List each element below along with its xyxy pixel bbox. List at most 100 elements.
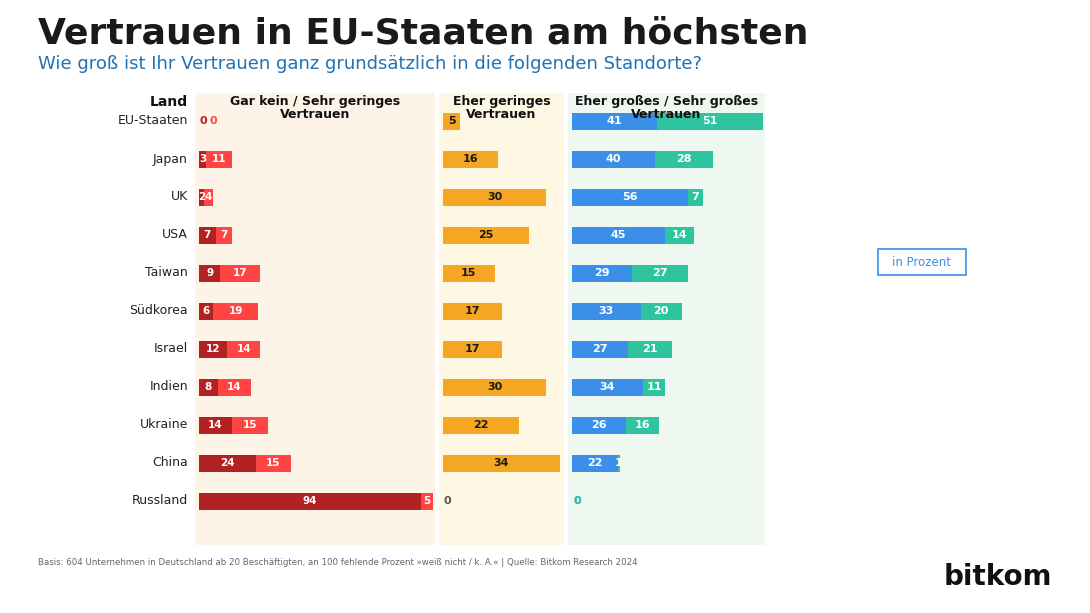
Bar (199, 378, 218, 395)
Bar (199, 189, 204, 205)
FancyBboxPatch shape (879, 249, 966, 275)
Text: Vertrauen in EU-Staaten am höchsten: Vertrauen in EU-Staaten am höchsten (38, 16, 809, 50)
Bar (256, 454, 291, 471)
Bar (572, 454, 618, 471)
Text: Vertrauen: Vertrauen (280, 108, 350, 121)
Text: Land: Land (150, 95, 187, 109)
Bar (655, 151, 713, 167)
Text: Vertrauen: Vertrauen (467, 108, 536, 121)
Text: 34: 34 (600, 382, 615, 392)
Text: Taiwan: Taiwan (145, 267, 187, 280)
Text: 7: 7 (220, 230, 228, 240)
Text: UK: UK (171, 191, 187, 204)
Bar (572, 378, 643, 395)
Text: 17: 17 (464, 344, 480, 354)
Text: 29: 29 (594, 268, 610, 278)
Text: Eher geringes: Eher geringes (452, 95, 550, 108)
Text: EU-Staaten: EU-Staaten (118, 115, 187, 128)
Text: 56: 56 (622, 192, 638, 202)
Bar (228, 340, 261, 357)
Text: 0: 0 (573, 496, 581, 506)
Bar (568, 93, 765, 545)
Text: 0: 0 (444, 496, 451, 506)
Text: 94: 94 (303, 496, 317, 506)
Text: Wie groß ist Ihr Vertrauen ganz grundsätzlich in die folgenden Standorte?: Wie groß ist Ihr Vertrauen ganz grundsät… (38, 55, 702, 73)
Bar (618, 454, 620, 471)
Text: 19: 19 (229, 306, 243, 316)
Text: 30: 30 (487, 192, 502, 202)
Text: 5: 5 (448, 116, 456, 126)
Text: 25: 25 (479, 230, 494, 240)
Text: 8: 8 (205, 382, 213, 392)
Bar (443, 264, 495, 281)
Bar (199, 416, 232, 433)
Bar (443, 416, 519, 433)
Bar (199, 454, 256, 471)
Text: 24: 24 (220, 458, 234, 468)
Bar (641, 302, 682, 319)
Text: Vertrauen: Vertrauen (631, 108, 702, 121)
Text: Ukraine: Ukraine (140, 419, 187, 432)
Text: 41: 41 (607, 116, 622, 126)
Bar (214, 302, 258, 319)
Bar (220, 264, 261, 281)
Text: 14: 14 (673, 230, 688, 240)
Text: 14: 14 (208, 420, 222, 430)
Text: 0: 0 (199, 116, 207, 126)
Bar (443, 113, 460, 129)
Text: 33: 33 (598, 306, 614, 316)
Text: Basis: 604 Unternehmen in Deutschland ab 20 Beschäftigten, an 100 fehlende Proze: Basis: 604 Unternehmen in Deutschland ab… (38, 558, 638, 567)
Bar (199, 340, 228, 357)
Text: 16: 16 (463, 154, 479, 164)
Text: 15: 15 (243, 420, 257, 430)
Text: in Prozent: in Prozent (893, 256, 952, 268)
Text: Japan: Japan (153, 153, 187, 166)
Bar (439, 93, 564, 545)
Bar (572, 302, 641, 319)
Bar (572, 416, 626, 433)
Bar (199, 151, 206, 167)
Bar (572, 113, 657, 129)
Text: 17: 17 (233, 268, 247, 278)
Text: 27: 27 (592, 344, 608, 354)
Bar (665, 226, 694, 243)
Bar (572, 226, 665, 243)
Text: 34: 34 (494, 458, 509, 468)
Text: 2: 2 (197, 192, 205, 202)
Text: Israel: Israel (154, 343, 187, 356)
Text: 22: 22 (473, 420, 488, 430)
Bar (218, 378, 251, 395)
Text: 9: 9 (206, 268, 214, 278)
Text: 30: 30 (487, 382, 502, 392)
Text: Russland: Russland (132, 495, 187, 508)
Text: 4: 4 (205, 192, 213, 202)
Text: bitkom: bitkom (944, 563, 1052, 591)
Bar (443, 454, 560, 471)
Bar (443, 340, 501, 357)
Bar (572, 340, 628, 357)
Text: 45: 45 (611, 230, 627, 240)
Text: 15: 15 (461, 268, 476, 278)
Text: 11: 11 (211, 154, 227, 164)
Bar (443, 226, 529, 243)
Text: Gar kein / Sehr geringes: Gar kein / Sehr geringes (230, 95, 400, 108)
Bar (643, 378, 665, 395)
Bar (199, 264, 220, 281)
Bar (626, 416, 659, 433)
Bar (443, 378, 546, 395)
Bar (232, 416, 267, 433)
Text: USA: USA (162, 229, 187, 242)
Text: 20: 20 (654, 306, 669, 316)
Bar (421, 492, 433, 509)
Bar (206, 151, 232, 167)
Bar (199, 492, 421, 509)
Text: 15: 15 (266, 458, 281, 468)
Text: 7: 7 (692, 192, 700, 202)
Text: 7: 7 (204, 230, 211, 240)
Bar (216, 226, 232, 243)
Bar (199, 226, 216, 243)
Bar (628, 340, 671, 357)
Bar (199, 302, 214, 319)
Bar (195, 93, 435, 545)
Bar (657, 113, 763, 129)
